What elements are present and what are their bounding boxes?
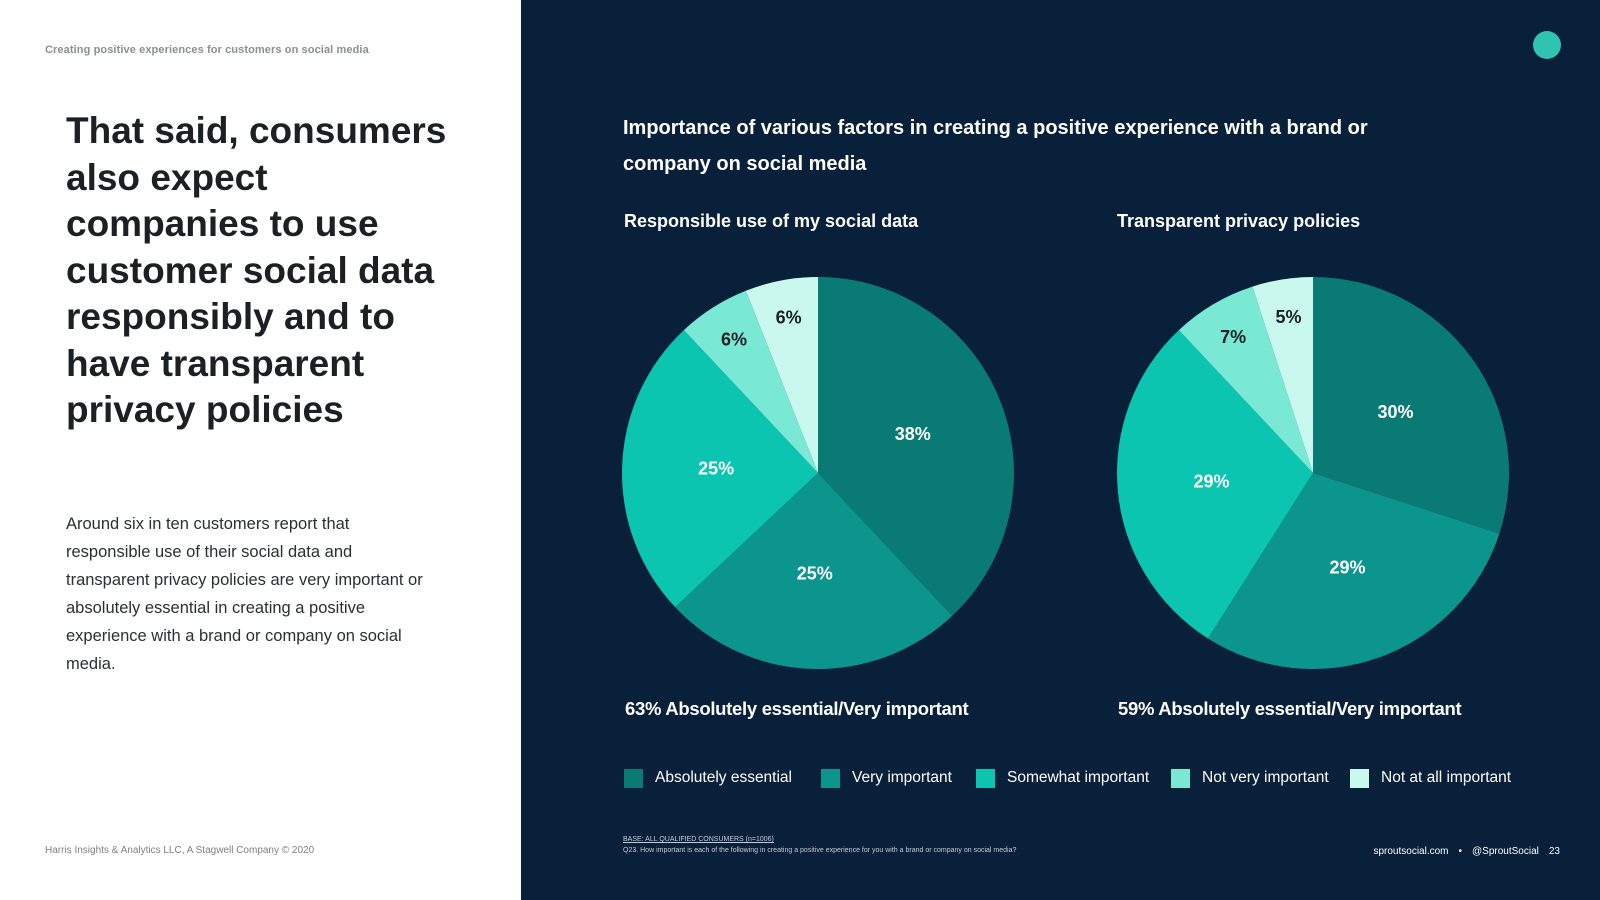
right-footer: sproutsocial.com • @SproutSocial 23: [1373, 846, 1560, 857]
left-panel: Creating positive experiences for custom…: [0, 0, 521, 900]
report-header: Creating positive experiences for custom…: [45, 44, 369, 56]
legend-swatch: [1350, 768, 1369, 788]
pie-slice-1-very-important: [675, 473, 953, 669]
legend-swatch: [1171, 768, 1190, 788]
legend-label: Somewhat important: [1007, 769, 1150, 786]
pie-slice-2-not-very-important: [1178, 286, 1313, 473]
chart-title: Importance of various factors in creatin…: [623, 117, 1368, 175]
pie-slice-2-very-important: [1207, 473, 1500, 670]
question-note: Q23. How important is each of the follow…: [623, 847, 1017, 854]
copyright-footer: Harris Insights & Analytics LLC, A Stagw…: [45, 845, 315, 856]
pie-slice-1-not-at-all-important: [745, 277, 818, 473]
footer-separator: •: [1458, 846, 1463, 857]
pie-slice-1-absolutely-essential: [818, 277, 1014, 616]
pie-slice-1-somewhat-important: [622, 330, 818, 608]
legend-label: Not at all important: [1381, 769, 1512, 786]
legend-item-not-at-all-important: Not at all important: [1350, 767, 1511, 789]
pie-title-social-data: Responsible use of my social data: [624, 211, 919, 231]
pie-slice-2-not-at-all-important: [1252, 277, 1313, 473]
pie-summary-privacy: 59% Absolutely essential/Very important: [1118, 698, 1462, 719]
legend-item-not-very-important: Not very important: [1171, 767, 1329, 789]
page-headline: That said, consumers also expect compani…: [66, 110, 447, 430]
social-handle-link[interactable]: @SproutSocial: [1472, 846, 1539, 857]
legend-label: Not very important: [1202, 769, 1329, 786]
legend-swatch: [976, 768, 995, 788]
pie-slice-2-absolutely-essential: [1313, 277, 1510, 534]
legend-label: Very important: [852, 769, 952, 786]
pie-slice-1-not-very-important: [683, 290, 818, 473]
legend-label: Absolutely essential: [655, 769, 792, 786]
pie-title-privacy: Transparent privacy policies: [1117, 211, 1361, 231]
legend-item-somewhat-important: Somewhat important: [976, 767, 1149, 789]
accent-dot-icon: [1533, 31, 1561, 59]
pie-slice-2-somewhat-important: [1117, 330, 1313, 639]
body-paragraph: Around six in ten customers report that …: [66, 515, 423, 673]
page-number: 23: [1548, 846, 1560, 857]
legend-swatch: [821, 768, 840, 788]
legend-item-absolutely-essential: Absolutely essential: [624, 767, 792, 789]
legend-item-very-important: Very important: [821, 767, 952, 789]
base-note: BASE: ALL QUALIFIED CONSUMERS (n=1006): [623, 836, 774, 843]
website-link[interactable]: sproutsocial.com: [1373, 846, 1449, 857]
legend-swatch: [624, 768, 643, 788]
pie-summary-social-data: 63% Absolutely essential/Very important: [625, 698, 969, 719]
